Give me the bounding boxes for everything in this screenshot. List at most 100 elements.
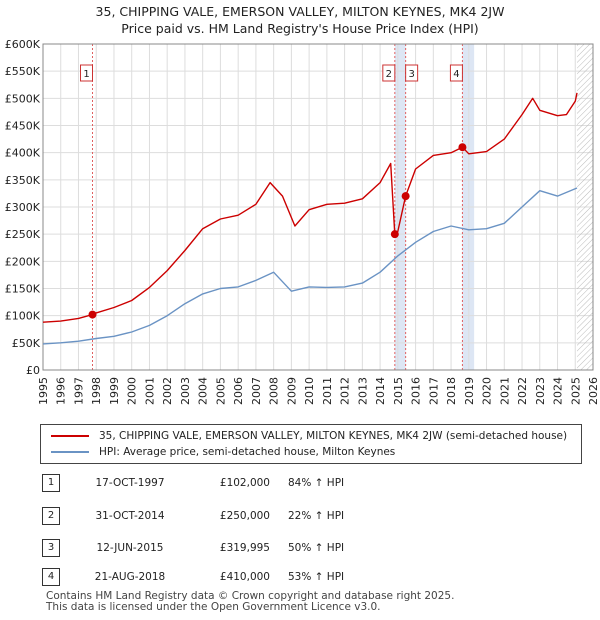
x-tick-label: 1999	[108, 377, 121, 405]
x-tick-label: 2004	[197, 377, 210, 405]
series-line-hpi	[42, 187, 578, 345]
x-tick-label: 1996	[55, 377, 68, 405]
sale-label-frame	[449, 64, 463, 82]
x-tick-label: 2010	[303, 377, 316, 405]
sale-point	[390, 230, 399, 239]
y-tick-label: £550K	[5, 65, 41, 78]
x-tick-label: 2001	[143, 377, 156, 405]
sale-number: 4	[42, 568, 60, 586]
future-hatch-area	[577, 44, 593, 370]
y-tick-label: £0	[26, 364, 40, 377]
x-tick-label: 2024	[552, 377, 565, 405]
x-tick-label: 2017	[427, 377, 440, 405]
series-lines	[42, 92, 578, 345]
sale-hpi: 50% ↑ HPI	[288, 542, 345, 554]
x-tick-label: 2016	[410, 377, 423, 405]
sale-date: 17-OCT-1997	[95, 477, 165, 489]
sale-hpi: 84% ↑ HPI	[288, 477, 345, 489]
legend-label-hpi: HPI: Average price, semi-detached house,…	[99, 446, 396, 458]
axes: £0 £50K £100K £150K £200K £250K £300K £350K £400…	[5, 38, 600, 405]
x-tick-label: 2018	[445, 377, 458, 405]
x-tick-label: 2019	[463, 377, 476, 405]
grid	[42, 43, 594, 371]
x-tick-label: 2021	[498, 377, 511, 405]
sale-price: £102,000	[219, 477, 270, 489]
legend-item-property: 35, CHIPPING VALE, EMERSON VALLEY, MILTO…	[51, 428, 567, 444]
sale-hpi: 53% ↑ HPI	[288, 571, 345, 583]
legend-swatch-property	[51, 435, 89, 437]
sale-point	[401, 192, 410, 201]
x-tick-label: 2015	[392, 377, 405, 405]
legend: 35, CHIPPING VALE, EMERSON VALLEY, MILTO…	[40, 424, 582, 464]
x-tick-label: 2011	[321, 377, 334, 405]
sale-date: 31-OCT-2014	[95, 510, 165, 522]
sale-label-box: 4	[449, 64, 463, 82]
sale-label-number: 4	[453, 69, 459, 80]
sale-row: 3 12-JUN-2015 £319,995 50% ↑ HPI	[40, 538, 580, 558]
x-tick-label: 2013	[356, 377, 369, 405]
x-tick-label: 2012	[339, 377, 352, 405]
sale-label-box: 1	[80, 64, 93, 82]
y-tick-label: £150K	[5, 283, 41, 296]
sale-price: £410,000	[219, 571, 270, 583]
sale-label-frame	[405, 64, 419, 82]
sale-points	[88, 143, 467, 319]
sale-labels: 1 2 3 4	[80, 64, 463, 82]
x-tick-label: 2000	[126, 377, 139, 405]
x-tick-label: 2007	[250, 377, 263, 405]
legend-item-hpi: HPI: Average price, semi-detached house,…	[51, 444, 395, 460]
x-tick-label: 2006	[232, 377, 245, 405]
sale-point	[88, 310, 97, 319]
x-tick-label: 1995	[37, 377, 50, 405]
x-tick-label: 2026	[587, 377, 600, 405]
series-line-property	[42, 92, 578, 323]
sale-label-number: 2	[386, 69, 392, 80]
sale-number: 2	[42, 507, 60, 525]
sale-row: 4 21-AUG-2018 £410,000 53% ↑ HPI	[40, 567, 580, 587]
footer-copyright: Contains HM Land Registry data © Crown c…	[46, 590, 455, 602]
sale-number: 1	[42, 474, 60, 492]
sale-row: 1 17-OCT-1997 £102,000 84% ↑ HPI	[40, 473, 580, 493]
y-tick-label: £250K	[5, 228, 41, 241]
y-tick-label: £300K	[5, 201, 41, 214]
y-tick-label: £100K	[5, 310, 41, 323]
sale-price: £250,000	[219, 510, 270, 522]
sale-label-frame	[382, 64, 396, 82]
x-tick-label: 2008	[268, 377, 281, 405]
sale-label-number: 3	[408, 69, 414, 80]
x-tick-label: 2003	[179, 377, 192, 405]
x-tick-label: 2002	[161, 377, 174, 405]
x-tick-label: 2022	[516, 377, 529, 405]
future-hatch	[577, 44, 593, 370]
sale-row: 2 31-OCT-2014 £250,000 22% ↑ HPI	[40, 506, 580, 526]
y-tick-label: £350K	[5, 174, 41, 187]
legend-label-property: 35, CHIPPING VALE, EMERSON VALLEY, MILTO…	[99, 430, 568, 442]
legend-swatch-hpi	[51, 451, 89, 453]
y-tick-label: £450K	[5, 120, 41, 133]
sale-label-frame	[80, 64, 93, 82]
x-tick-label: 2014	[374, 377, 387, 405]
x-tick-label: 2023	[534, 377, 547, 405]
x-tick-label: 2005	[214, 377, 227, 405]
x-tick-label: 1998	[90, 377, 103, 405]
sale-date: 21-AUG-2018	[94, 571, 166, 583]
sale-hpi: 22% ↑ HPI	[288, 510, 345, 522]
x-tick-label: 2025	[569, 377, 582, 405]
sale-label-box: 3	[405, 64, 419, 82]
footer-licence: This data is licensed under the Open Gov…	[46, 601, 381, 613]
x-tick-label: 2020	[481, 377, 494, 405]
y-tick-label: £500K	[5, 92, 41, 105]
sale-date: 12-JUN-2015	[96, 542, 164, 554]
y-tick-label: £200K	[5, 255, 41, 268]
sale-label-box: 2	[382, 64, 396, 82]
x-tick-label: 2009	[285, 377, 298, 405]
sale-label-number: 1	[83, 69, 89, 80]
y-tick-label: £600K	[5, 38, 41, 51]
y-tick-label: £50K	[12, 337, 41, 350]
plot-frame	[42, 43, 594, 371]
sale-price: £319,995	[219, 542, 270, 554]
y-tick-label: £400K	[5, 147, 41, 160]
price-chart: £0 £50K £100K £150K £200K £250K £300K £350K £400…	[5, 38, 600, 405]
x-tick-label: 1997	[72, 377, 85, 405]
chart-title-line2: Price paid vs. HM Land Registry's House …	[121, 21, 479, 36]
